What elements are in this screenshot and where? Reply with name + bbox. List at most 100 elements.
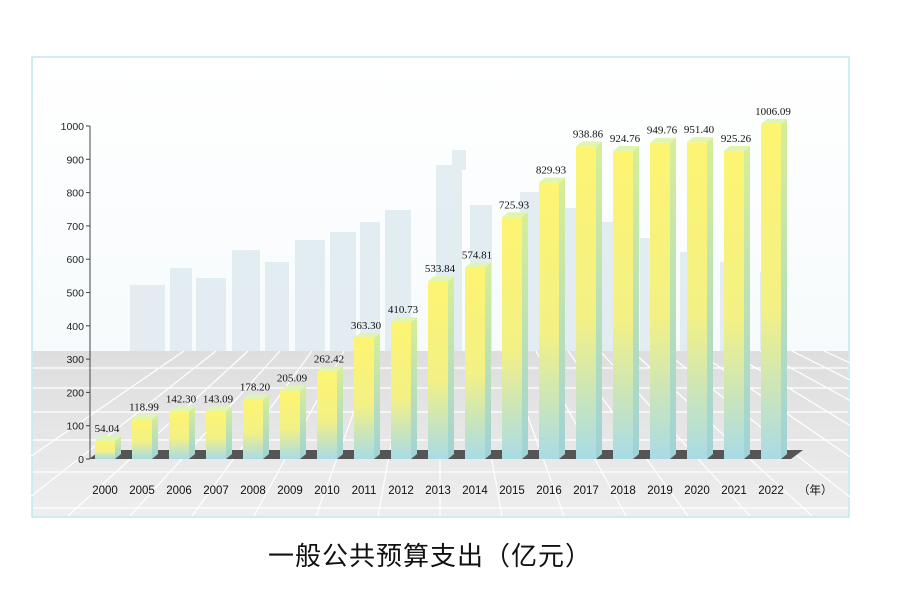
bar-side-face	[633, 146, 639, 459]
bar-value-label: 949.76	[647, 125, 678, 137]
bar-2018	[613, 146, 639, 459]
bar-side-face	[670, 137, 676, 459]
bar-2005	[132, 414, 158, 459]
bar-front-face	[95, 441, 115, 459]
y-tick-label: 500	[66, 288, 84, 300]
value-labels-group: 54.04 118.99 142.30 143.09 178.20 205.09 262.4…	[95, 106, 792, 435]
bar-top-face	[206, 406, 232, 412]
bar-top-face	[502, 212, 528, 218]
bar-top-face	[391, 317, 417, 323]
bar-2015	[502, 212, 528, 459]
x-tick-label: 2006	[166, 485, 192, 497]
bar-value-label: 533.84	[425, 263, 456, 275]
bar-value-label: 262.42	[314, 354, 344, 366]
chart-title: 一般公共预算支出（亿元）	[267, 542, 592, 572]
bar-side-face	[707, 137, 713, 459]
x-tick-label: 2008	[240, 485, 266, 497]
bars-group	[95, 118, 787, 460]
bar-front-face	[576, 146, 596, 459]
bar-front-face	[502, 217, 522, 459]
x-axis-labels: 2000 2005 2006 2007 2008 2009 2010 2011 2012 2013…	[92, 485, 784, 497]
bar-front-face	[280, 390, 300, 459]
y-tick-label: 1000	[61, 121, 85, 133]
bar-2021	[724, 145, 750, 459]
bar-side-face	[263, 394, 269, 459]
bar-side-face	[559, 177, 565, 460]
bar-side-face	[152, 414, 158, 459]
bar-front-face	[650, 142, 670, 459]
x-tick-label: 2021	[721, 485, 747, 497]
bar-2012	[391, 317, 417, 459]
y-tick-label: 700	[66, 221, 84, 233]
bar-top-face	[132, 414, 158, 420]
bar-top-face	[724, 145, 750, 151]
bar-value-label: 143.09	[203, 393, 234, 405]
x-tick-label: 2019	[647, 485, 673, 497]
bar-front-face	[169, 411, 189, 459]
bar-front-face	[761, 123, 781, 459]
bar-value-label: 118.99	[129, 401, 159, 413]
bar-front-face	[687, 142, 707, 459]
bar-top-face	[539, 177, 565, 183]
bar-2006	[169, 406, 195, 459]
bar-front-face	[132, 419, 152, 459]
bar-2007	[206, 406, 232, 459]
bar-value-label: 178.20	[240, 382, 271, 394]
bar-top-face	[613, 146, 639, 152]
bar-2022	[761, 118, 787, 459]
x-tick-label: 2005	[129, 485, 155, 497]
y-axis-ticks: 0 100 200 300 400 500 600 700 800 900 1000	[61, 121, 90, 466]
x-tick-label: 2022	[758, 485, 784, 497]
bar-front-face	[391, 322, 411, 459]
x-tick-label: 2009	[277, 485, 303, 497]
bar-front-face	[243, 399, 263, 459]
bar-top-face	[95, 436, 121, 442]
bar-top-face	[354, 333, 380, 339]
bar-value-label: 951.40	[684, 124, 715, 136]
bar-top-face	[428, 276, 454, 282]
x-tick-label: 2011	[352, 485, 377, 497]
bar-front-face	[428, 281, 448, 459]
bar-value-label: 205.09	[277, 373, 308, 385]
bar-top-face	[687, 137, 713, 143]
bar-side-face	[448, 276, 454, 459]
bar-2000	[95, 436, 121, 459]
bar-value-label: 410.73	[388, 304, 419, 316]
x-tick-label: 2018	[610, 485, 636, 497]
x-tick-label: 2007	[203, 485, 229, 497]
bar-2020	[687, 137, 713, 459]
bar-2019	[650, 137, 676, 459]
bar-2014	[465, 262, 491, 459]
x-tick-label: 2000	[92, 485, 118, 497]
x-axis-unit-label: （年）	[798, 483, 833, 497]
bar-top-face	[317, 366, 343, 372]
x-tick-label: 2012	[388, 485, 414, 497]
bar-side-face	[522, 212, 528, 459]
bar-side-face	[411, 317, 417, 459]
bar-side-face	[300, 385, 306, 459]
x-tick-label: 2016	[536, 485, 562, 497]
y-tick-label: 900	[66, 154, 84, 166]
y-tick-label: 100	[66, 421, 84, 433]
bar-side-face	[115, 436, 121, 459]
bar-2010	[317, 366, 343, 459]
x-tick-label: 2015	[499, 485, 525, 497]
bar-front-face	[613, 151, 633, 459]
bar-2016	[539, 177, 565, 460]
y-tick-label: 600	[66, 254, 84, 266]
bar-value-label: 574.81	[462, 250, 492, 262]
bar-side-face	[337, 366, 343, 459]
y-tick-label: 800	[66, 188, 84, 200]
bar-2009	[280, 385, 306, 459]
x-tick-label: 2017	[573, 485, 599, 497]
bar-side-face	[189, 406, 195, 459]
bar-front-face	[465, 267, 485, 459]
y-tick-label: 400	[66, 321, 84, 333]
x-tick-label: 2020	[684, 485, 710, 497]
bar-value-label: 54.04	[95, 423, 120, 435]
bar-side-face	[596, 141, 602, 459]
bar-front-face	[539, 182, 559, 460]
bar-side-face	[485, 262, 491, 459]
x-tick-label: 2010	[314, 485, 340, 497]
